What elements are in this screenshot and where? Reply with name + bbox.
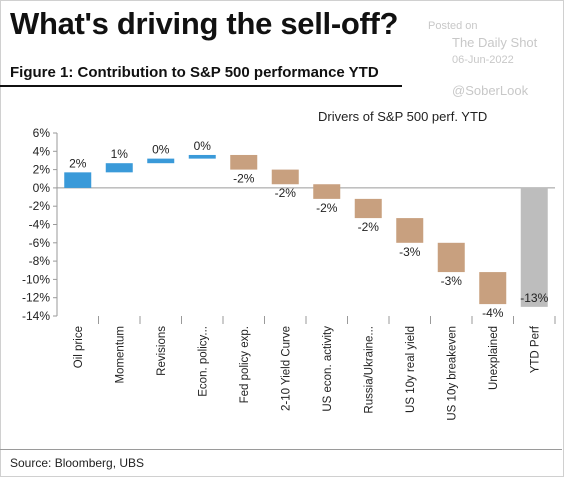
data-label: -2% bbox=[358, 220, 380, 234]
source-rule bbox=[0, 449, 562, 450]
x-category-label: Revisions bbox=[156, 326, 168, 376]
x-category-label: US econ. activity bbox=[322, 326, 334, 412]
headline: What's driving the sell-off? bbox=[10, 6, 399, 41]
data-label: -3% bbox=[399, 245, 421, 259]
chart-title: Drivers of S&P 500 perf. YTD bbox=[318, 109, 488, 124]
bar bbox=[188, 154, 216, 159]
watermark-source: The Daily Shot bbox=[452, 35, 538, 50]
y-tick-label: -10% bbox=[22, 272, 50, 286]
y-tick-label: 6% bbox=[33, 126, 51, 140]
source-note: Source: Bloomberg, UBS bbox=[10, 456, 145, 470]
title-rule bbox=[0, 85, 402, 87]
data-label: 0% bbox=[152, 143, 170, 157]
data-label: -13% bbox=[520, 291, 548, 305]
figure-title: Figure 1: Contribution to S&P 500 perfor… bbox=[10, 64, 379, 81]
data-label: -2% bbox=[233, 172, 255, 186]
y-tick-label: -4% bbox=[29, 218, 51, 232]
y-tick-label: 4% bbox=[33, 144, 51, 158]
data-label: -2% bbox=[316, 201, 338, 215]
x-category-label: US 10y breakeven bbox=[446, 326, 458, 421]
x-category-label: Momentum bbox=[114, 326, 126, 384]
watermark-handle: @SoberLook bbox=[452, 83, 529, 98]
bar bbox=[520, 187, 548, 307]
x-category-label: Econ. policy... bbox=[197, 326, 209, 397]
y-tick-label: 0% bbox=[33, 181, 51, 195]
y-tick-label: -14% bbox=[22, 309, 50, 323]
y-tick-label: -8% bbox=[29, 254, 51, 268]
x-category-label: Russia/Ukraine... bbox=[363, 326, 375, 414]
y-tick-label: -6% bbox=[29, 236, 51, 250]
bar bbox=[230, 154, 258, 170]
data-label: 2% bbox=[69, 156, 87, 170]
watermark-posted: Posted on bbox=[428, 20, 478, 32]
x-category-label: US 10y real yield bbox=[405, 326, 417, 413]
bar bbox=[64, 172, 92, 188]
y-tick-label: -12% bbox=[22, 291, 50, 305]
bar bbox=[479, 272, 507, 305]
data-label: -3% bbox=[441, 274, 463, 288]
x-category-label: YTD Perf bbox=[529, 325, 541, 373]
data-label: 1% bbox=[111, 147, 129, 161]
bar bbox=[437, 242, 465, 273]
bar bbox=[354, 198, 382, 219]
bar bbox=[147, 158, 175, 164]
bar bbox=[313, 184, 341, 199]
bar bbox=[105, 163, 133, 173]
x-category-label: Fed policy exp. bbox=[239, 326, 251, 403]
x-category-label: Oil price bbox=[73, 326, 85, 368]
data-label: -2% bbox=[275, 186, 297, 200]
x-category-label: Unexplained bbox=[488, 326, 500, 390]
watermark-date: 06-Jun-2022 bbox=[452, 54, 514, 66]
x-category-label: 2-10 Yield Curve bbox=[280, 326, 292, 411]
data-label: 0% bbox=[194, 139, 212, 153]
y-tick-label: -2% bbox=[29, 199, 51, 213]
data-label: -4% bbox=[482, 306, 504, 320]
bar bbox=[271, 169, 299, 185]
y-tick-label: 2% bbox=[33, 163, 51, 177]
bar bbox=[396, 218, 424, 243]
